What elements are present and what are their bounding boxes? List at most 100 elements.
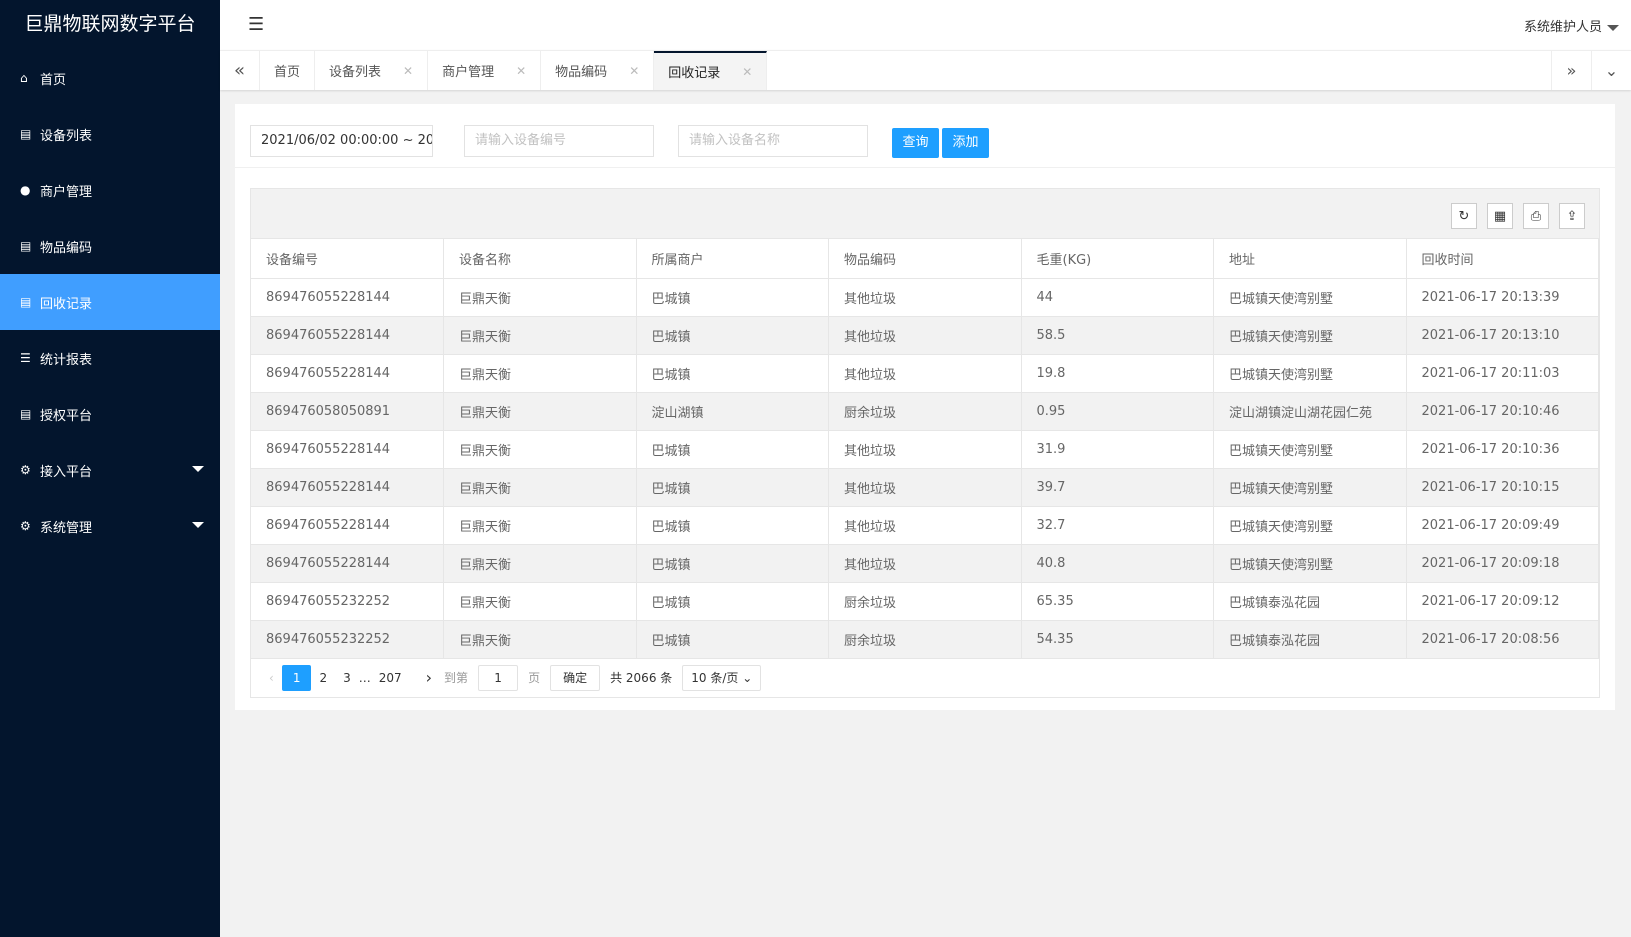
- close-icon[interactable]: ✕: [629, 63, 640, 78]
- table-cell: 巴城镇: [636, 316, 829, 355]
- table-cell: 巴城镇: [636, 620, 829, 659]
- sidebar-item-label: 接入平台: [40, 464, 93, 480]
- table-row[interactable]: 869476055232252 巨鼎天衡 巴城镇 厨余垃圾 54.35 巴城镇泰泓花园 20…: [251, 620, 1599, 659]
- menu-icon: ☰: [20, 351, 31, 365]
- content-card: 2021/06/02 00:00:00 ~ 2021/ 请输入设备编号 请输入设…: [235, 104, 1615, 710]
- table-cell: 巴城镇: [636, 544, 829, 583]
- close-icon[interactable]: ✕: [516, 63, 527, 78]
- sidebar-item-1[interactable]: ▤ 设备列表: [0, 106, 220, 162]
- table-cell: 40.8: [1021, 544, 1214, 583]
- user-menu[interactable]: 系统维护人员: [1524, 16, 1619, 35]
- list-icon: ▤: [20, 127, 32, 141]
- sidebar-item-3[interactable]: ▤ 物品编码: [0, 218, 220, 274]
- columns-icon[interactable]: ▦: [1487, 203, 1513, 229]
- tab-4[interactable]: 回收记录 ✕: [654, 51, 768, 90]
- table-row[interactable]: 869476055228144 巨鼎天衡 巴城镇 其他垃圾 32.7 巴城镇天使湾别墅 20…: [251, 506, 1599, 545]
- add-button[interactable]: 添加: [942, 128, 989, 158]
- table-cell: 869476055232252: [251, 620, 444, 659]
- table-cell: 厨余垃圾: [828, 582, 1022, 621]
- refresh-icon[interactable]: ↻: [1451, 203, 1477, 229]
- device-name-input[interactable]: 请输入设备名称: [678, 125, 868, 157]
- tab-0[interactable]: 首页: [260, 51, 316, 90]
- table-row[interactable]: 869476055228144 巨鼎天衡 巴城镇 其他垃圾 19.8 巴城镇天使湾别墅 20…: [251, 354, 1599, 393]
- table-row[interactable]: 869476055232252 巨鼎天衡 巴城镇 厨余垃圾 65.35 巴城镇泰泓花园 20…: [251, 582, 1599, 621]
- table-cell: 巴城镇天使湾别墅: [1213, 354, 1407, 393]
- print-icon[interactable]: ⎙: [1523, 203, 1549, 229]
- user-name: 系统维护人员: [1523, 20, 1602, 35]
- caret-down-icon: [192, 466, 204, 472]
- sidebar-item-2[interactable]: ● 商户管理: [0, 162, 220, 218]
- page-last[interactable]: 207: [378, 670, 402, 685]
- sidebar-item-0[interactable]: ⌂ 首页: [0, 50, 220, 106]
- tab-1[interactable]: 设备列表 ✕: [315, 51, 429, 90]
- query-button[interactable]: 查询: [892, 128, 939, 158]
- table-cell: 2021-06-17 20:13:39: [1406, 278, 1599, 317]
- table-cell: 厨余垃圾: [828, 620, 1022, 659]
- page-2[interactable]: 2: [319, 670, 328, 685]
- column-header[interactable]: 所属商户: [636, 239, 829, 279]
- table-cell: 869476055228144: [251, 430, 444, 469]
- menu-toggle-icon[interactable]: ☰: [248, 14, 265, 35]
- chevron-down-icon: ⌄: [742, 670, 753, 685]
- close-icon[interactable]: ✕: [403, 63, 414, 78]
- table-row[interactable]: 869476055228144 巨鼎天衡 巴城镇 其他垃圾 40.8 巴城镇天使湾别墅 20…: [251, 544, 1599, 583]
- goto-label: 到第: [444, 671, 469, 685]
- tab-label: 物品编码: [555, 65, 608, 80]
- user-icon: ●: [20, 183, 31, 197]
- column-header[interactable]: 设备名称: [443, 239, 637, 279]
- sidebar-item-7[interactable]: ⚙ 接入平台: [0, 442, 220, 498]
- table-cell: 869476055228144: [251, 468, 444, 507]
- table-cell: 54.35: [1021, 620, 1214, 659]
- table-row[interactable]: 869476055228144 巨鼎天衡 巴城镇 其他垃圾 31.9 巴城镇天使湾别墅 20…: [251, 430, 1599, 469]
- table-row[interactable]: 869476058050891 巨鼎天衡 淀山湖镇 厨余垃圾 0.95 淀山湖镇淀山湖花园…: [251, 392, 1599, 431]
- list-icon: ▤: [20, 407, 32, 421]
- sidebar-item-label: 设备列表: [40, 128, 93, 144]
- device-number-input[interactable]: 请输入设备编号: [464, 125, 654, 157]
- table-cell: 巴城镇天使湾别墅: [1213, 544, 1407, 583]
- sidebar-item-label: 系统管理: [40, 520, 93, 536]
- close-icon[interactable]: ✕: [742, 64, 753, 79]
- tab-3[interactable]: 物品编码 ✕: [541, 51, 655, 90]
- table-cell: 巨鼎天衡: [443, 620, 637, 659]
- table-cell: 厨余垃圾: [828, 392, 1022, 431]
- table-cell: 其他垃圾: [828, 430, 1022, 469]
- tab-label: 回收记录: [668, 66, 721, 81]
- table-row[interactable]: 869476055228144 巨鼎天衡 巴城镇 其他垃圾 39.7 巴城镇天使湾别墅 20…: [251, 468, 1599, 507]
- table-cell: 其他垃圾: [828, 544, 1022, 583]
- column-header[interactable]: 设备编号: [251, 239, 444, 279]
- table-cell: 2021-06-17 20:10:46: [1406, 392, 1599, 431]
- tabs-dropdown-icon[interactable]: ⌄: [1591, 51, 1631, 90]
- prev-page-icon[interactable]: ‹: [269, 670, 274, 685]
- page-size-select[interactable]: 10 条/页 ⌄: [682, 664, 762, 691]
- date-range-input[interactable]: 2021/06/02 00:00:00 ~ 2021/: [250, 125, 433, 157]
- sidebar-item-6[interactable]: ▤ 授权平台: [0, 386, 220, 442]
- sidebar-item-8[interactable]: ⚙ 系统管理: [0, 498, 220, 554]
- goto-confirm-button[interactable]: 确定: [550, 664, 601, 691]
- table-cell: 巴城镇: [636, 354, 829, 393]
- table-cell: 2021-06-17 20:09:12: [1406, 582, 1599, 621]
- table-cell: 32.7: [1021, 506, 1214, 545]
- tabs-scroll-left-icon[interactable]: «: [220, 51, 260, 90]
- sidebar-item-4[interactable]: ▤ 回收记录: [0, 274, 220, 330]
- table-cell: 其他垃圾: [828, 354, 1022, 393]
- page-1[interactable]: 1: [281, 664, 312, 691]
- table-cell: 巨鼎天衡: [443, 354, 637, 393]
- export-icon[interactable]: ⇪: [1559, 203, 1585, 229]
- page-3[interactable]: 3: [343, 670, 351, 685]
- table-cell: 65.35: [1021, 582, 1214, 621]
- table-cell: 其他垃圾: [828, 316, 1022, 355]
- column-header[interactable]: 毛重(KG): [1021, 239, 1214, 279]
- table-row[interactable]: 869476055228144 巨鼎天衡 巴城镇 其他垃圾 44 巴城镇天使湾别墅 2021…: [251, 278, 1599, 317]
- table-row[interactable]: 869476055228144 巨鼎天衡 巴城镇 其他垃圾 58.5 巴城镇天使湾别墅 20…: [251, 316, 1599, 355]
- table-cell: 其他垃圾: [828, 468, 1022, 507]
- column-header[interactable]: 地址: [1213, 239, 1407, 279]
- goto-page-input[interactable]: 1: [478, 664, 519, 691]
- sidebar-item-5[interactable]: ☰ 统计报表: [0, 330, 220, 386]
- tabs-scroll-right-icon[interactable]: »: [1551, 51, 1591, 90]
- tab-2[interactable]: 商户管理 ✕: [428, 51, 542, 90]
- column-header[interactable]: 回收时间: [1406, 239, 1599, 279]
- table-cell: 巴城镇: [636, 506, 829, 545]
- column-header[interactable]: 物品编码: [828, 239, 1022, 279]
- next-page-icon[interactable]: ›: [425, 667, 433, 687]
- table-cell: 巨鼎天衡: [443, 316, 637, 355]
